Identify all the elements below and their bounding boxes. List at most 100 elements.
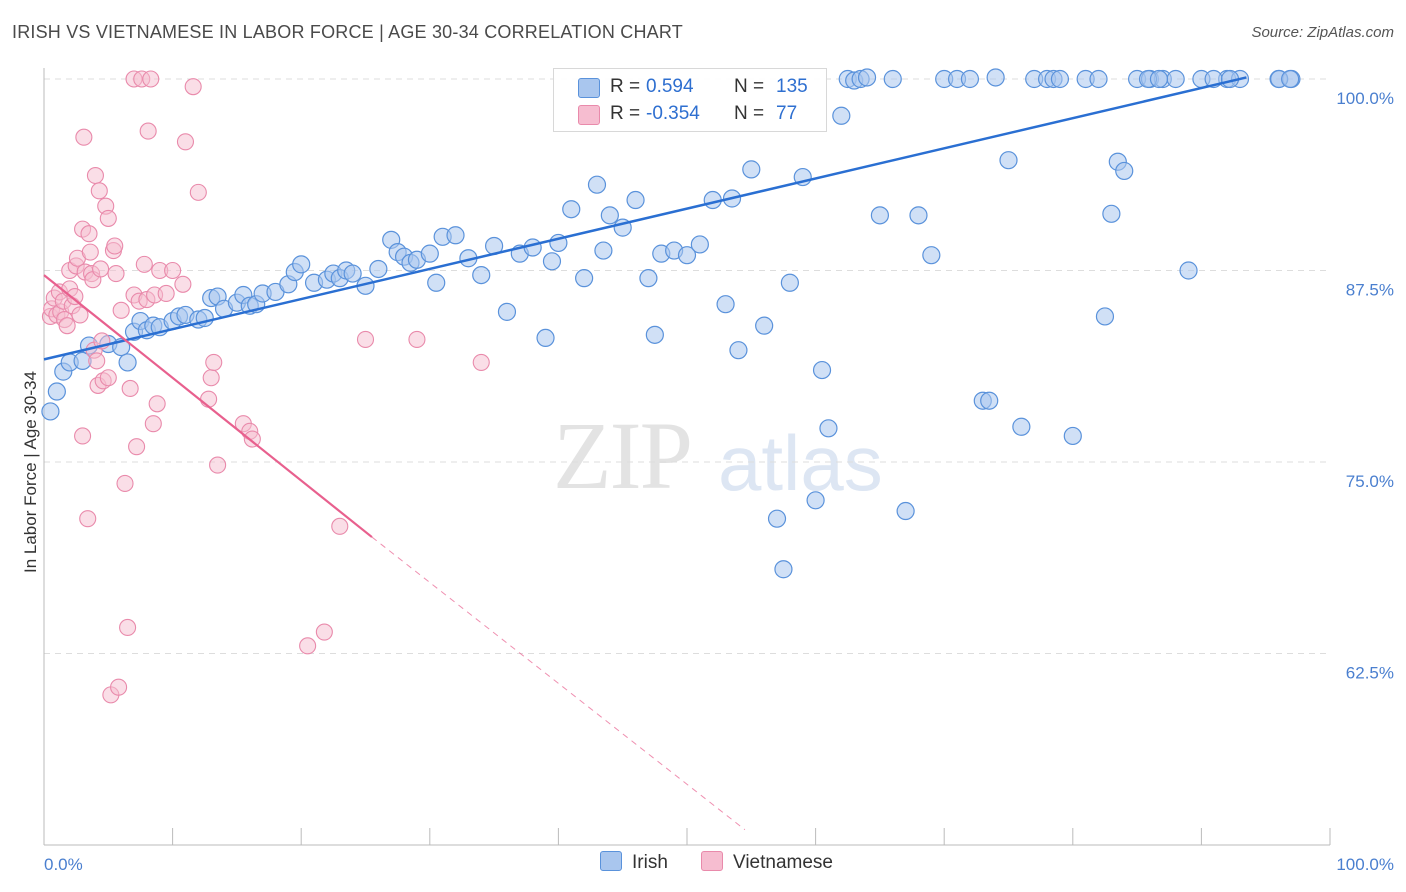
vietnamese-points (41, 70, 490, 704)
irish-point (427, 273, 446, 292)
vietnamese-point (75, 128, 93, 146)
y-axis-label: In Labor Force | Age 30-34 (21, 371, 40, 573)
irish-point (600, 206, 619, 225)
trend-lines (43, 76, 1247, 831)
vietnamese-point (58, 317, 76, 335)
vietnamese-point (189, 183, 207, 201)
bottom-vietnamese-swatch (701, 851, 723, 871)
bottom-legend-vietnamese: Vietnamese (701, 851, 833, 874)
correlation-legend: R = 0.594 N = 135 R = -0.354 N = 77 (553, 68, 827, 132)
vietnamese-point (107, 265, 125, 283)
irish-point (832, 106, 851, 125)
irish-point (575, 269, 594, 288)
vietnamese-point (79, 510, 97, 528)
vietnamese-r-label: R = (610, 103, 641, 124)
irish-r-value: 0.594 (646, 76, 694, 97)
irish-point (716, 295, 735, 314)
legend-row-vietnamese: R = -0.354 N = 77 (554, 101, 826, 129)
irish-point (690, 235, 709, 254)
vietnamese-swatch (578, 105, 600, 125)
y-tick-label: 62.5% (1346, 664, 1394, 683)
irish-point (1166, 69, 1185, 89)
chart-title: IRISH VS VIETNAMESE IN LABOR FORCE | AGE… (12, 22, 683, 42)
y-tick-label: 100.0% (1336, 89, 1394, 108)
x-tick-label-min: 0.0% (44, 855, 83, 874)
irish-points (41, 68, 1301, 579)
vietnamese-point (81, 243, 99, 261)
bottom-vietnamese-label: Vietnamese (733, 852, 833, 873)
watermark-zip: ZIP (553, 402, 693, 509)
vietnamese-point (299, 637, 317, 655)
vietnamese-point (99, 369, 117, 387)
vietnamese-point (90, 182, 108, 200)
irish-point (542, 252, 562, 271)
watermark-atlas: atlas (718, 419, 883, 507)
irish-r-label: R = (610, 76, 641, 97)
irish-point (1050, 69, 1070, 89)
bottom-irish-swatch (600, 851, 622, 871)
irish-n-label: N = (734, 76, 765, 97)
irish-point (536, 328, 555, 348)
irish-point (1149, 69, 1169, 89)
irish-point (47, 382, 66, 401)
bottom-irish-label: Irish (632, 852, 668, 873)
vietnamese-point (116, 474, 134, 492)
axes (43, 68, 1331, 846)
irish-point (870, 206, 890, 225)
irish-n-value: 135 (776, 76, 808, 97)
irish-point (960, 69, 980, 89)
vietnamese-point (112, 301, 130, 319)
vietnamese-point (176, 133, 195, 151)
vietnamese-point (135, 255, 153, 273)
vietnamese-r-value: -0.354 (646, 103, 700, 124)
irish-trend-line (43, 76, 1247, 361)
irish-point (857, 68, 877, 87)
vietnamese-point (184, 78, 202, 96)
irish-point (1012, 417, 1031, 436)
vietnamese-point (200, 390, 218, 408)
vietnamese-point (66, 287, 84, 306)
vietnamese-n-label: N = (734, 103, 765, 124)
vietnamese-point (119, 618, 137, 637)
vietnamese-point (144, 415, 162, 433)
irish-point (420, 244, 439, 263)
irish-point (1179, 261, 1198, 280)
legend-row-irish: R = 0.594 N = 135 (554, 74, 826, 102)
irish-point (986, 68, 1005, 87)
irish-point (896, 501, 915, 521)
grid-lines (44, 78, 1330, 654)
irish-point (922, 246, 941, 265)
irish-point (639, 269, 658, 288)
irish-point (1102, 204, 1121, 223)
vietnamese-point (106, 237, 124, 255)
vietnamese-trend-extension (371, 536, 746, 831)
irish-point (677, 246, 697, 265)
irish-point (292, 255, 311, 274)
irish-point (1089, 69, 1108, 89)
vietnamese-point (142, 70, 160, 88)
irish-point (1095, 307, 1115, 326)
vietnamese-point (121, 379, 139, 398)
irish-swatch (578, 78, 600, 98)
vietnamese-point (88, 352, 106, 370)
vietnamese-point (139, 122, 157, 140)
irish-point (41, 402, 60, 421)
irish-point (1281, 69, 1300, 89)
vietnamese-point (80, 225, 98, 243)
irish-point (562, 200, 581, 219)
bottom-legend-irish: Irish (600, 851, 668, 874)
vietnamese-point (92, 260, 110, 278)
irish-point (980, 391, 999, 410)
irish-point (909, 206, 928, 225)
vietnamese-trend-line (43, 274, 373, 538)
vietnamese-point (243, 430, 261, 448)
vietnamese-point (128, 438, 146, 456)
irish-point (780, 273, 799, 292)
irish-point (594, 241, 613, 260)
irish-point (755, 316, 774, 335)
irish-point (626, 190, 645, 210)
irish-point (812, 360, 832, 380)
tick-labels: 62.5% 75.0% 87.5% 100.0% 0.0% 100.0% (44, 89, 1394, 874)
source-label: Source: ZipAtlas.com (1251, 24, 1394, 41)
